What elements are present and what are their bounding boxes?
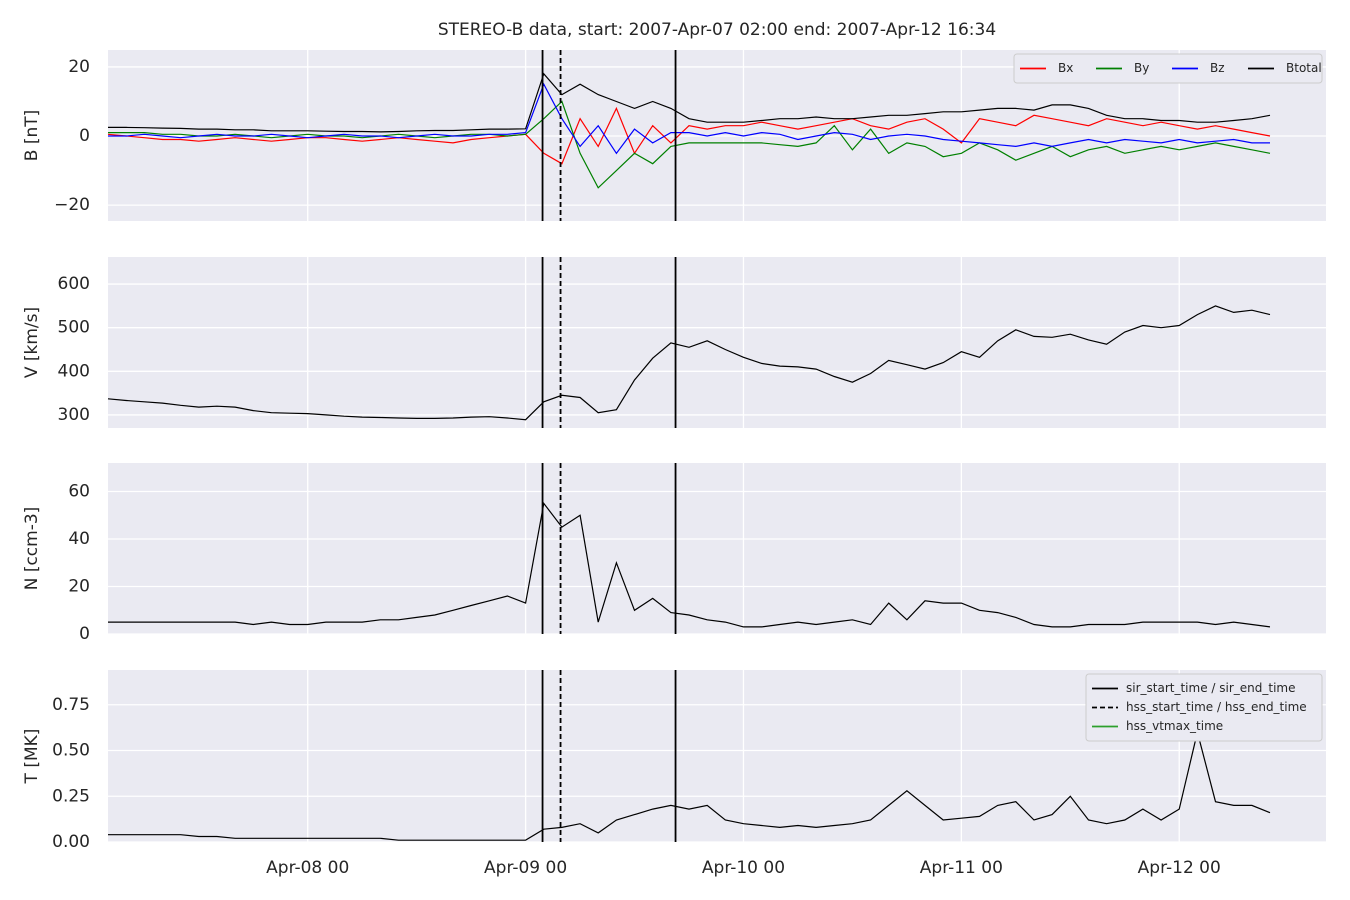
x-tick-label: Apr-12 00 <box>1138 858 1221 878</box>
y-axis-label: N [ccm-3] <box>22 507 42 591</box>
plot-area <box>108 257 1326 428</box>
figure-title: STEREO-B data, start: 2007-Apr-07 02:00 … <box>438 20 996 40</box>
plot-area <box>108 463 1326 634</box>
y-tick-label: 0.25 <box>52 786 90 806</box>
y-axis-label: V [km/s] <box>22 307 42 378</box>
legend-label: Btotal <box>1286 61 1322 75</box>
y-tick-label: 400 <box>58 361 90 381</box>
y-tick-label: 60 <box>68 482 90 502</box>
y-tick-label: 0.50 <box>52 741 90 761</box>
y-tick-label: 0 <box>79 126 90 146</box>
y-tick-label: 20 <box>68 57 90 77</box>
x-tick-label: Apr-11 00 <box>920 858 1003 878</box>
data-line <box>107 305 1271 421</box>
y-tick-label: 500 <box>58 318 90 338</box>
legend: sir_start_time / sir_end_time hss_start_t… <box>1085 673 1323 742</box>
legend-box <box>1013 53 1323 84</box>
x-tick-label: Apr-08 00 <box>266 858 349 878</box>
data-line <box>108 100 1271 189</box>
x-tick-label: Apr-10 00 <box>702 858 785 878</box>
x-tick-label: Apr-09 00 <box>484 858 567 878</box>
legend-label: hss_start_time / hss_end_time <box>1126 700 1307 714</box>
legend-label: Bz <box>1210 61 1225 75</box>
y-axis-label: T [MK] <box>22 729 42 785</box>
y-tick-label: 0 <box>79 624 90 644</box>
data-line <box>107 106 1271 165</box>
legend-box <box>1085 673 1323 742</box>
y-tick-label: −20 <box>54 195 90 215</box>
data-line <box>108 501 1271 628</box>
y-tick-label: 600 <box>58 274 90 294</box>
data-line <box>108 82 1270 155</box>
y-axis-label: B [nT] <box>22 110 42 162</box>
y-tick-label: 40 <box>68 529 90 549</box>
legend-label: By <box>1134 61 1149 75</box>
y-tick-label: 20 <box>68 577 90 597</box>
y-tick-label: 0.00 <box>52 832 90 852</box>
legend: Bx By Bz Btotal <box>1013 53 1323 84</box>
y-tick-label: 300 <box>58 405 90 425</box>
data-line <box>108 72 1271 133</box>
data-line <box>108 732 1271 841</box>
legend-label: sir_start_time / sir_end_time <box>1126 681 1296 695</box>
y-tick-label: 0.75 <box>52 695 90 715</box>
legend-label: hss_vtmax_time <box>1126 719 1223 733</box>
legend-label: Bx <box>1058 61 1073 75</box>
